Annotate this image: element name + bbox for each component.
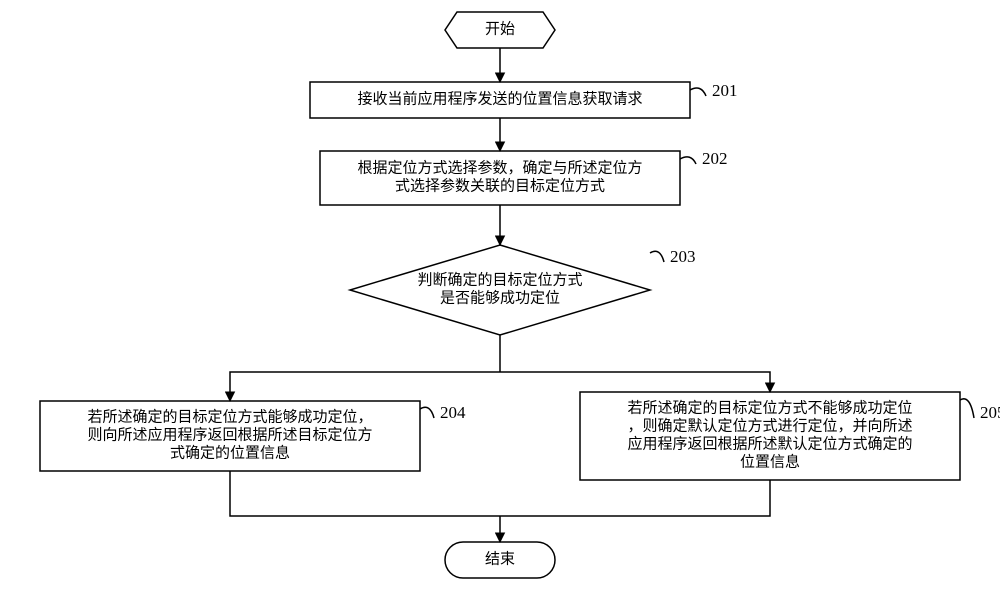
label-leader [960, 399, 974, 418]
node-text: 接收当前应用程序发送的位置信息获取请求 [357, 89, 642, 107]
step-label: 203 [670, 247, 696, 266]
step-label: 205 [980, 403, 1000, 422]
edge [500, 480, 770, 516]
node-n201: 接收当前应用程序发送的位置信息获取请求 201 [310, 81, 738, 118]
node-text: 根据定位方式选择参数，确定与所述定位方 [357, 159, 642, 176]
node-text: 开始 [485, 20, 515, 37]
label-leader [650, 251, 664, 262]
node-text: 判断确定的目标定位方式 [417, 271, 582, 288]
label-leader [680, 157, 696, 164]
node-n204: 若所述确定的目标定位方式能够成功定位，则向所述应用程序返回根据所述目标定位方式确… [40, 401, 466, 471]
edge [500, 372, 770, 392]
edge [230, 372, 500, 401]
node-end: 结束 [445, 542, 555, 578]
node-text: 则向所述应用程序返回根据所述目标定位方 [87, 425, 372, 443]
node-text: 结束 [485, 550, 515, 567]
node-text: ，则确定默认定位方式进行定位，并向所述 [627, 417, 912, 434]
node-n203: 判断确定的目标定位方式是否能够成功定位 203 [350, 245, 696, 335]
node-text: 若所述确定的目标定位方式能够成功定位， [87, 408, 372, 425]
edge [230, 471, 500, 516]
step-label: 201 [712, 81, 738, 100]
step-label: 202 [702, 149, 728, 168]
node-text: 位置信息 [740, 453, 800, 470]
node-n202: 根据定位方式选择参数，确定与所述定位方式选择参数关联的目标定位方式 202 [320, 149, 728, 205]
node-text: 应用程序返回根据所述默认定位方式确定的 [627, 434, 912, 452]
flowchart-canvas: 开始接收当前应用程序发送的位置信息获取请求 201 根据定位方式选择参数，确定与所述… [0, 0, 1000, 596]
node-text: 式确定的位置信息 [170, 444, 290, 461]
node-n205: 若所述确定的目标定位方式不能够成功定位，则确定默认定位方式进行定位，并向所述应用… [580, 392, 1000, 480]
node-text: 若所述确定的目标定位方式不能够成功定位 [627, 399, 912, 416]
label-leader [420, 407, 434, 418]
label-leader [690, 88, 706, 96]
node-text: 是否能够成功定位 [440, 289, 560, 306]
node-start: 开始 [445, 12, 555, 48]
node-text: 式选择参数关联的目标定位方式 [395, 177, 605, 194]
step-label: 204 [440, 403, 466, 422]
